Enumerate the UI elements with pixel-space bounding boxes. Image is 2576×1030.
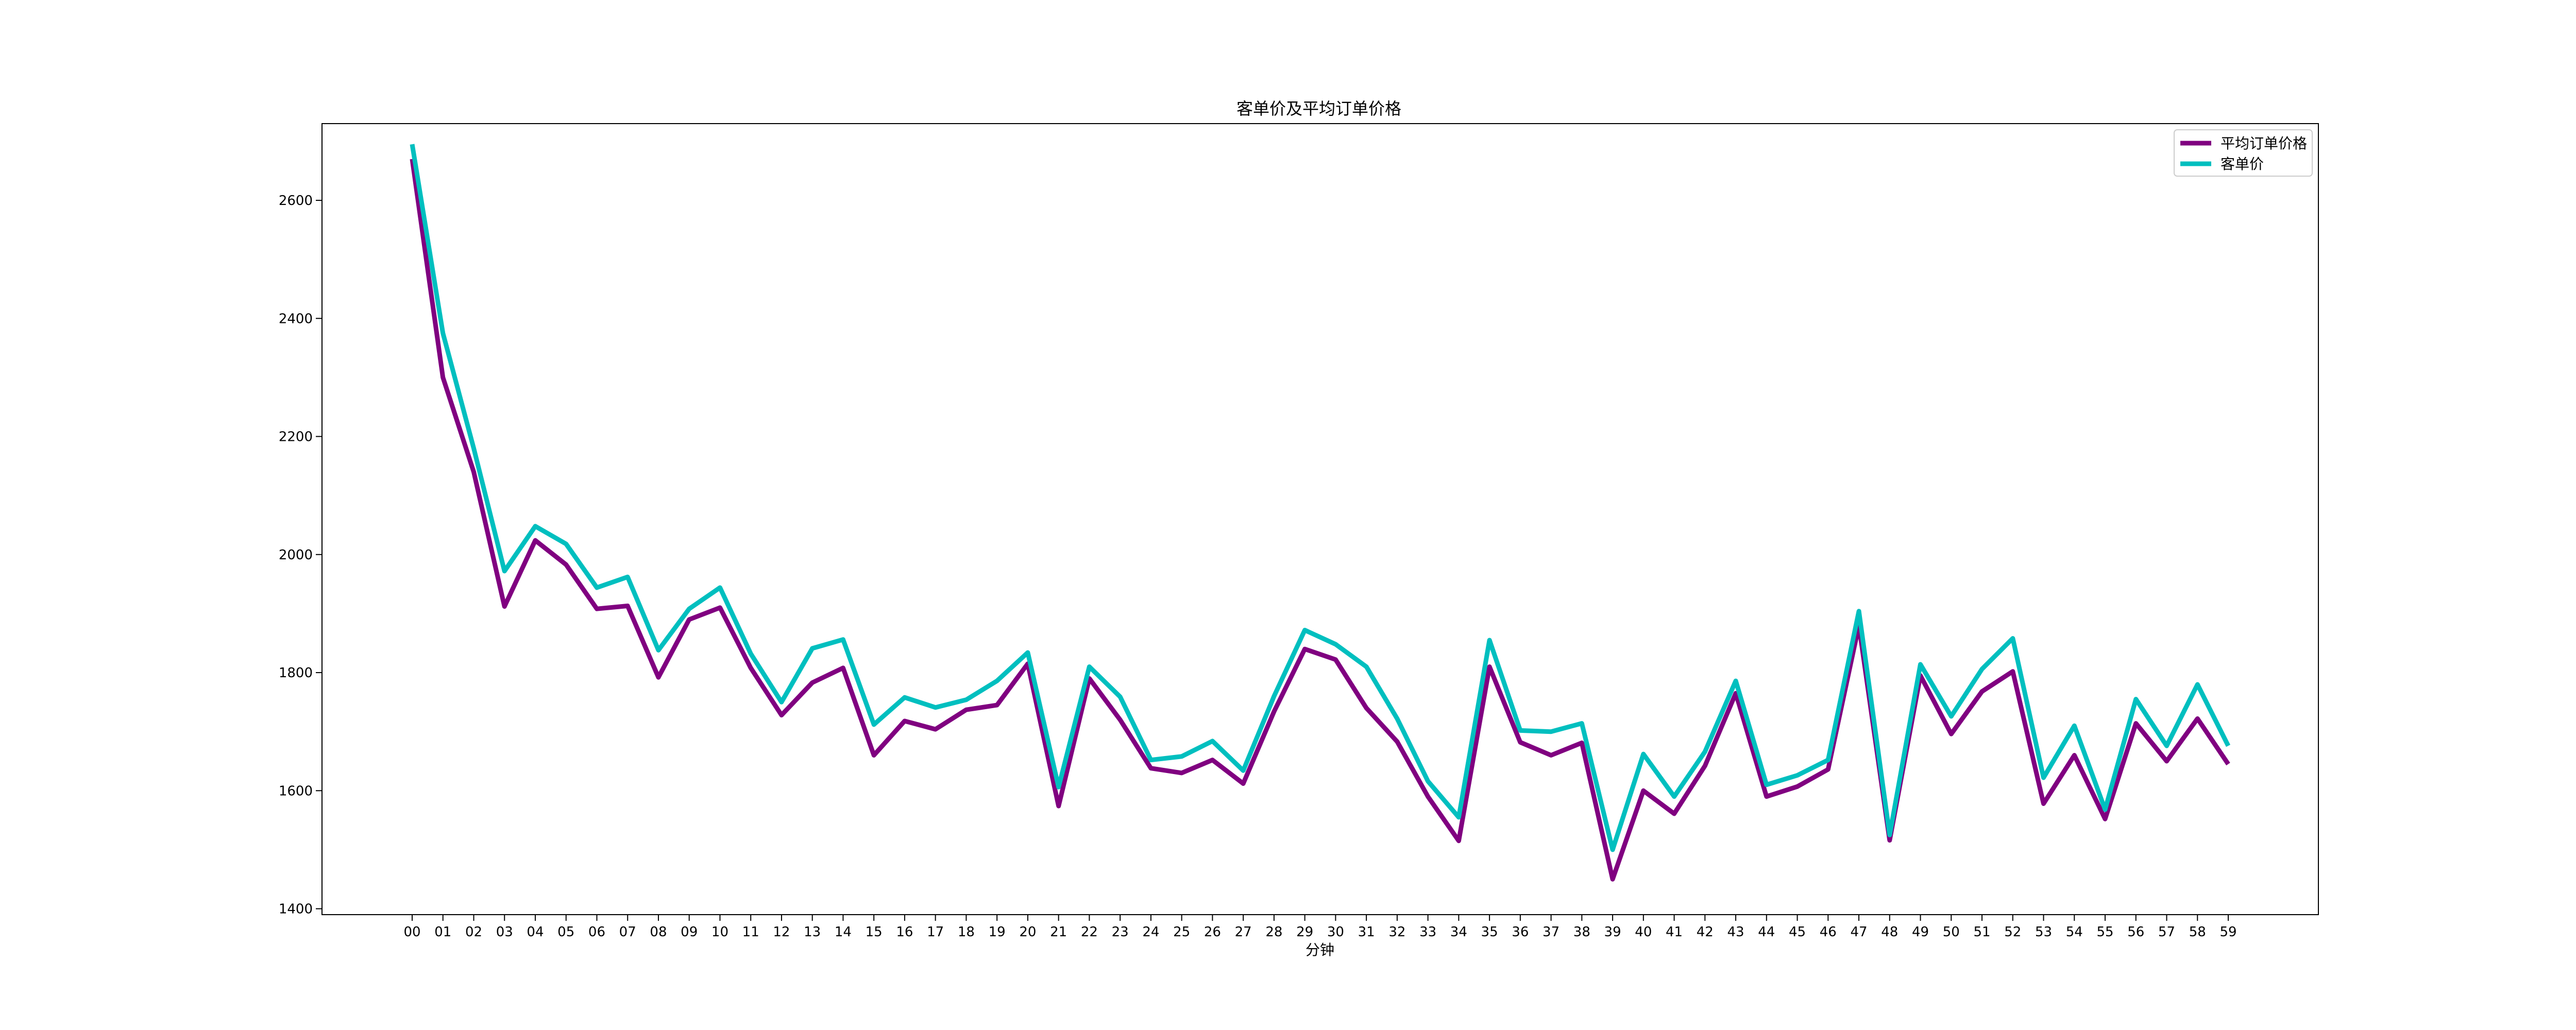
x-tick-label: 15 [866, 924, 883, 940]
legend-label-customer-unit-price: 客单价 [2221, 156, 2264, 173]
plot-area-frame [321, 123, 2319, 915]
x-tick-label: 22 [1081, 924, 1098, 940]
x-tick-label: 46 [1820, 924, 1837, 940]
series-layer [410, 144, 2231, 882]
y-tick-label: 2200 [279, 430, 313, 445]
x-tick-label: 01 [434, 924, 451, 940]
x-tick-label: 21 [1050, 924, 1067, 940]
x-tick-label: 08 [650, 924, 667, 940]
series-line-customer-unit-price [410, 144, 2231, 852]
x-axis: 00 01 02 03 04 05 06 07 08 09 10 11 12 13 14 15 16 17 18 19… [403, 915, 2237, 940]
x-tick-label: 16 [896, 924, 913, 940]
x-tick-label: 18 [958, 924, 975, 940]
x-tick-label: 05 [557, 924, 574, 940]
x-tick-label: 36 [1512, 924, 1529, 940]
x-tick-label: 03 [496, 924, 513, 940]
x-tick-label: 44 [1758, 924, 1775, 940]
y-tick-label: 1800 [279, 665, 313, 681]
x-tick-label: 20 [1019, 924, 1036, 940]
x-tick-label: 00 [403, 924, 420, 940]
chart-title: 客单价及平均订单价格 [1236, 99, 1401, 118]
x-tick-label: 26 [1204, 924, 1221, 940]
x-tick-label: 39 [1604, 924, 1621, 940]
x-tick-label: 14 [835, 924, 852, 940]
x-tick-label: 52 [2004, 924, 2021, 940]
x-tick-label: 10 [711, 924, 728, 940]
x-tick-label: 41 [1666, 924, 1683, 940]
x-tick-label: 35 [1481, 924, 1498, 940]
x-tick-label: 25 [1173, 924, 1190, 940]
y-axis: 1400 1600 1800 2000 2200 2400 2600 [279, 193, 322, 917]
x-tick-label: 12 [773, 924, 790, 940]
y-tick-label: 2600 [279, 193, 313, 209]
x-tick-label: 45 [1789, 924, 1806, 940]
x-tick-label: 04 [527, 924, 544, 940]
x-tick-label: 32 [1388, 924, 1405, 940]
x-tick-label: 38 [1573, 924, 1590, 940]
x-tick-label: 28 [1265, 924, 1282, 940]
x-axis-label: 分钟 [1306, 941, 1334, 958]
x-tick-label: 17 [927, 924, 944, 940]
x-tick-label: 58 [2189, 924, 2206, 940]
x-tick-label: 13 [804, 924, 821, 940]
x-tick-label: 37 [1543, 924, 1560, 940]
x-tick-label: 54 [2066, 924, 2083, 940]
x-tick-label: 07 [619, 924, 636, 940]
series-line-avg-order-price [410, 159, 2230, 882]
x-tick-label: 27 [1235, 924, 1252, 940]
legend: 平均订单价格 客单价 [2174, 129, 2313, 177]
x-tick-label: 11 [742, 924, 759, 940]
x-tick-label: 31 [1358, 924, 1375, 940]
x-tick-label: 43 [1727, 924, 1744, 940]
x-tick-label: 59 [2219, 924, 2236, 940]
y-tick-label: 1600 [279, 783, 313, 799]
x-tick-label: 02 [465, 924, 482, 940]
x-tick-label: 06 [588, 924, 605, 940]
y-tick-label: 2000 [279, 547, 313, 563]
x-tick-label: 19 [989, 924, 1006, 940]
x-tick-label: 24 [1142, 924, 1159, 940]
legend-label-avg-order-price: 平均订单价格 [2221, 135, 2307, 152]
x-tick-label: 49 [1912, 924, 1929, 940]
x-tick-label: 42 [1697, 924, 1714, 940]
x-tick-label: 53 [2035, 924, 2052, 940]
x-tick-label: 56 [2127, 924, 2144, 940]
y-tick-label: 2400 [279, 311, 313, 327]
x-tick-label: 50 [1943, 924, 1960, 940]
x-tick-label: 40 [1635, 924, 1652, 940]
x-tick-label: 55 [2096, 924, 2113, 940]
x-tick-label: 48 [1881, 924, 1898, 940]
x-tick-label: 34 [1450, 924, 1467, 940]
x-tick-label: 51 [1973, 924, 1990, 940]
x-tick-label: 29 [1296, 924, 1313, 940]
x-tick-label: 57 [2158, 924, 2175, 940]
y-tick-label: 1400 [279, 902, 313, 917]
x-tick-label: 47 [1851, 924, 1868, 940]
x-tick-label: 33 [1419, 924, 1436, 940]
x-tick-label: 30 [1327, 924, 1344, 940]
x-tick-label: 09 [681, 924, 698, 940]
x-tick-label: 23 [1112, 924, 1129, 940]
